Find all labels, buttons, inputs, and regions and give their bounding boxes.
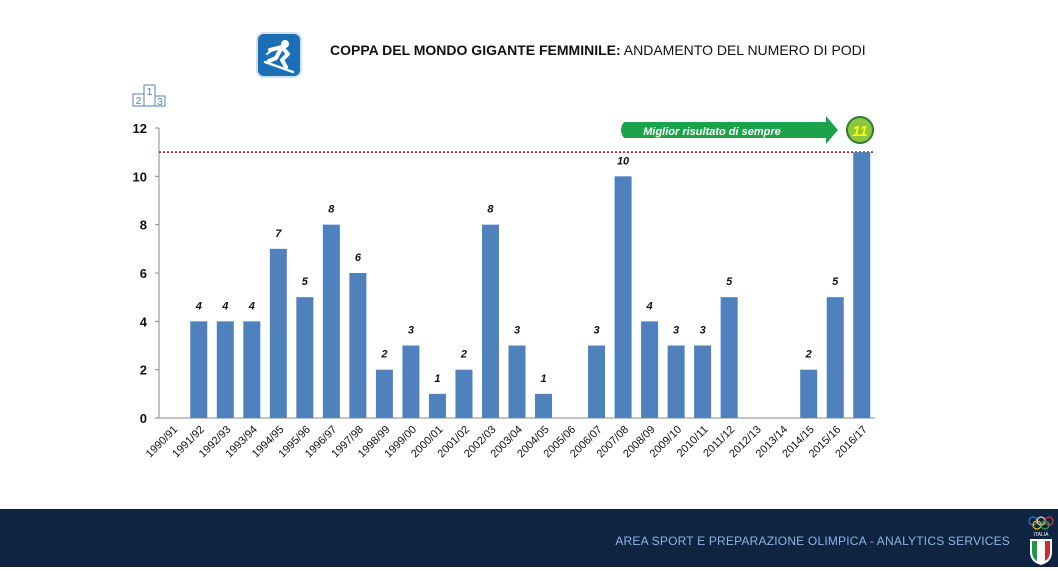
podium-icon: 2 1 3 xyxy=(131,83,167,108)
data-label: 5 xyxy=(726,276,733,288)
data-label: 4 xyxy=(248,300,255,312)
podium-digit-3: 3 xyxy=(157,97,163,107)
y-tick-label: 0 xyxy=(140,411,147,426)
bar xyxy=(641,321,659,418)
y-tick-label: 2 xyxy=(140,363,147,378)
data-label: 7 xyxy=(275,228,282,240)
data-label: 8 xyxy=(487,204,494,216)
bar xyxy=(800,369,818,418)
data-label: 4 xyxy=(221,300,228,312)
bar xyxy=(535,393,553,418)
bar xyxy=(826,297,844,418)
bar xyxy=(667,345,685,418)
bar xyxy=(614,176,632,418)
bar xyxy=(349,273,367,418)
data-label: 8 xyxy=(328,204,335,216)
bar xyxy=(190,321,208,418)
best-result-label: Miglior risultato di sempre xyxy=(643,126,781,138)
logo-text: ITALIA xyxy=(1034,532,1050,538)
header: COPPA DEL MONDO GIGANTE FEMMINILE: ANDAM… xyxy=(0,0,1058,108)
y-tick-label: 8 xyxy=(140,218,147,233)
data-label: 3 xyxy=(593,325,599,337)
bar xyxy=(243,321,261,418)
bar-chart: 0246810121990/9141991/9241992/9341993/94… xyxy=(133,116,875,460)
page-title: COPPA DEL MONDO GIGANTE FEMMINILE: ANDAM… xyxy=(330,42,866,58)
y-tick-label: 4 xyxy=(140,314,148,329)
data-label: 5 xyxy=(302,276,309,288)
y-tick-label: 12 xyxy=(133,121,147,136)
y-tick-label: 6 xyxy=(140,266,147,281)
data-label: 3 xyxy=(700,325,706,337)
bar xyxy=(481,224,499,418)
podium-digit-1: 1 xyxy=(147,87,153,98)
data-label: 2 xyxy=(380,349,387,361)
bar xyxy=(853,152,871,418)
bar xyxy=(455,369,473,418)
data-label: 1 xyxy=(540,373,546,385)
bar xyxy=(588,345,606,418)
bar xyxy=(375,369,393,418)
title-rest: ANDAMENTO DEL NUMERO DI PODI xyxy=(620,42,866,58)
bar xyxy=(694,345,712,418)
bar xyxy=(428,393,446,418)
bar xyxy=(508,345,526,418)
italia-olympic-logo: ITALIA xyxy=(1026,514,1056,566)
data-label: 5 xyxy=(832,276,839,288)
bar xyxy=(720,297,738,418)
data-label: 10 xyxy=(617,155,630,167)
title-bold: COPPA DEL MONDO GIGANTE FEMMINILE: xyxy=(330,42,621,58)
bar xyxy=(269,248,287,418)
footer: AREA SPORT E PREPARAZIONE OLIMPICA - ANA… xyxy=(0,509,1058,567)
data-label: 3 xyxy=(408,325,414,337)
alpine-skiing-icon xyxy=(258,34,300,76)
data-label: 3 xyxy=(673,325,679,337)
data-label: 4 xyxy=(646,300,653,312)
data-label: 3 xyxy=(514,325,520,337)
podium-digit-2: 2 xyxy=(136,96,142,107)
best-result-value: 11 xyxy=(852,123,868,140)
best-result-arrow xyxy=(621,116,838,144)
bar xyxy=(322,224,340,418)
footer-text: AREA SPORT E PREPARAZIONE OLIMPICA - ANA… xyxy=(615,534,1010,548)
data-label: 6 xyxy=(355,252,362,264)
data-label: 2 xyxy=(460,349,467,361)
bar xyxy=(296,297,314,418)
y-tick-label: 10 xyxy=(133,169,147,184)
data-label: 4 xyxy=(195,300,202,312)
best-result-badge xyxy=(846,116,874,144)
bar xyxy=(216,321,234,418)
data-label: 2 xyxy=(805,349,812,361)
bar xyxy=(402,345,420,418)
data-label: 1 xyxy=(434,373,440,385)
